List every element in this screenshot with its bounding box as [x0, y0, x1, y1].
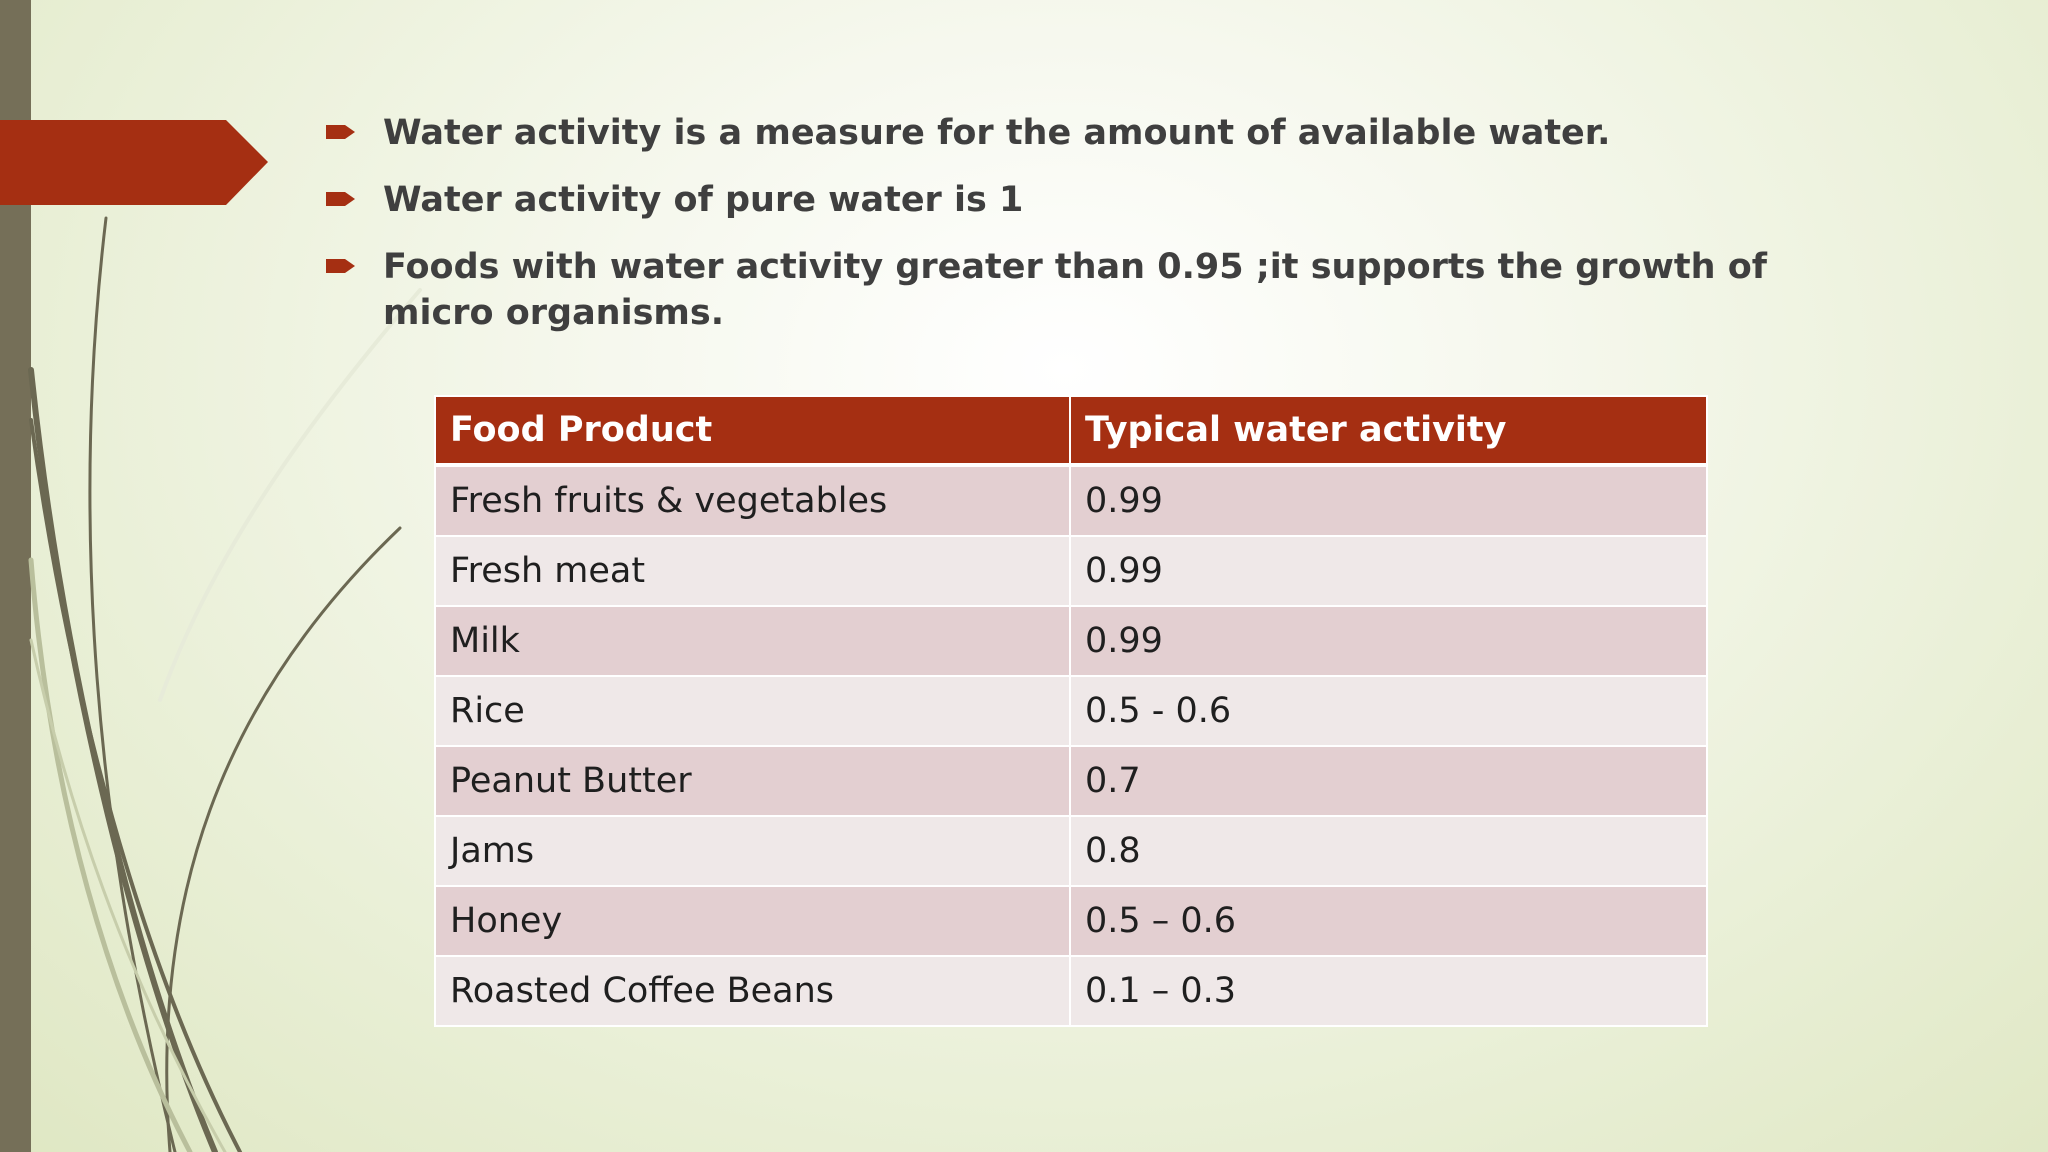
table-row: Milk 0.99 [434, 605, 1708, 677]
table-row: Fresh meat 0.99 [434, 535, 1708, 607]
bullet-item: Water activity is a measure for the amou… [326, 110, 1776, 156]
table-row: Rice 0.5 - 0.6 [434, 675, 1708, 747]
bullet-text: Foods with water activity greater than 0… [383, 247, 1768, 333]
bullet-text: Water activity of pure water is 1 [383, 180, 1024, 220]
table-row: Honey 0.5 – 0.6 [434, 885, 1708, 957]
table-row: Peanut Butter 0.7 [434, 745, 1708, 817]
bullet-item: Foods with water activity greater than 0… [326, 244, 1776, 336]
cell-water-activity: 0.5 - 0.6 [1069, 675, 1708, 747]
header-water-activity: Typical water activity [1069, 395, 1708, 467]
bullet-item: Water activity of pure water is 1 [326, 177, 1776, 223]
table-row: Fresh fruits & vegetables 0.99 [434, 464, 1708, 537]
cell-water-activity: 0.1 – 0.3 [1069, 955, 1708, 1027]
header-food-product: Food Product [434, 395, 1071, 467]
table-row: Jams 0.8 [434, 815, 1708, 887]
cell-water-activity: 0.8 [1069, 815, 1708, 887]
cell-water-activity: 0.99 [1069, 464, 1708, 537]
grass-decoration [28, 216, 422, 1152]
cell-food-product: Roasted Coffee Beans [434, 955, 1071, 1027]
cell-water-activity: 0.99 [1069, 605, 1708, 677]
arrow-bullet-icon [326, 125, 355, 139]
cell-food-product: Honey [434, 885, 1071, 957]
bullet-list: Water activity is a measure for the amou… [326, 110, 1776, 357]
table-header-row: Food Product Typical water activity [434, 395, 1708, 467]
cell-water-activity: 0.99 [1069, 535, 1708, 607]
cell-food-product: Fresh fruits & vegetables [434, 464, 1071, 537]
arrow-tab-decoration [0, 120, 268, 205]
cell-water-activity: 0.7 [1069, 745, 1708, 817]
cell-food-product: Milk [434, 605, 1071, 677]
cell-food-product: Rice [434, 675, 1071, 747]
water-activity-table: Food Product Typical water activity Fres… [434, 395, 1708, 1027]
bullet-text: Water activity is a measure for the amou… [383, 113, 1611, 153]
table-row: Roasted Coffee Beans 0.1 – 0.3 [434, 955, 1708, 1027]
cell-food-product: Fresh meat [434, 535, 1071, 607]
cell-water-activity: 0.5 – 0.6 [1069, 885, 1708, 957]
arrow-bullet-icon [326, 192, 355, 206]
cell-food-product: Peanut Butter [434, 745, 1071, 817]
arrow-bullet-icon [326, 259, 355, 273]
cell-food-product: Jams [434, 815, 1071, 887]
